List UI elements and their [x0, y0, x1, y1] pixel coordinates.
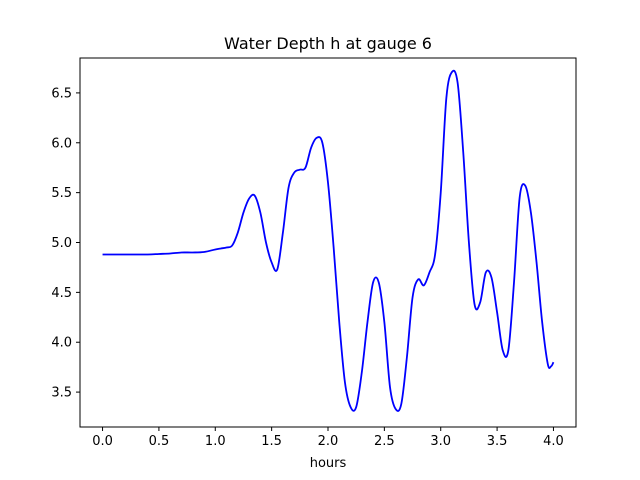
- plot-area: 0.0 0.5 1.0 1.5 2.0 2.5 3.0 3.5 4.0 3.5 4.0 4.5 5.0 5…: [51, 57, 577, 449]
- series-line: [102, 69, 555, 412]
- y-tick-label: 3.5: [51, 386, 72, 401]
- y-tick-label: 4.5: [51, 286, 72, 301]
- axes-frame: [79, 57, 577, 428]
- x-tick-label: 3.5: [487, 434, 508, 449]
- y-tick-label: 5.5: [51, 186, 72, 201]
- x-axis-label: hours: [310, 456, 347, 471]
- x-tick-label: 0.0: [92, 434, 113, 449]
- x-tick-label: 1.0: [205, 434, 226, 449]
- x-tick-label: 1.5: [261, 434, 282, 449]
- y-tick-label: 6.0: [51, 136, 72, 151]
- x-tick-label: 2.0: [318, 434, 339, 449]
- chart-title: Water Depth h at gauge 6: [224, 34, 432, 53]
- y-tick-label: 5.0: [51, 236, 72, 251]
- x-tick-label: 0.5: [149, 434, 170, 449]
- y-tick-label: 4.0: [51, 336, 72, 351]
- y-tick-label: 6.5: [51, 86, 72, 101]
- x-tick-label: 2.5: [374, 434, 395, 449]
- x-tick-label: 3.0: [430, 434, 451, 449]
- x-tick-label: 4.0: [543, 434, 564, 449]
